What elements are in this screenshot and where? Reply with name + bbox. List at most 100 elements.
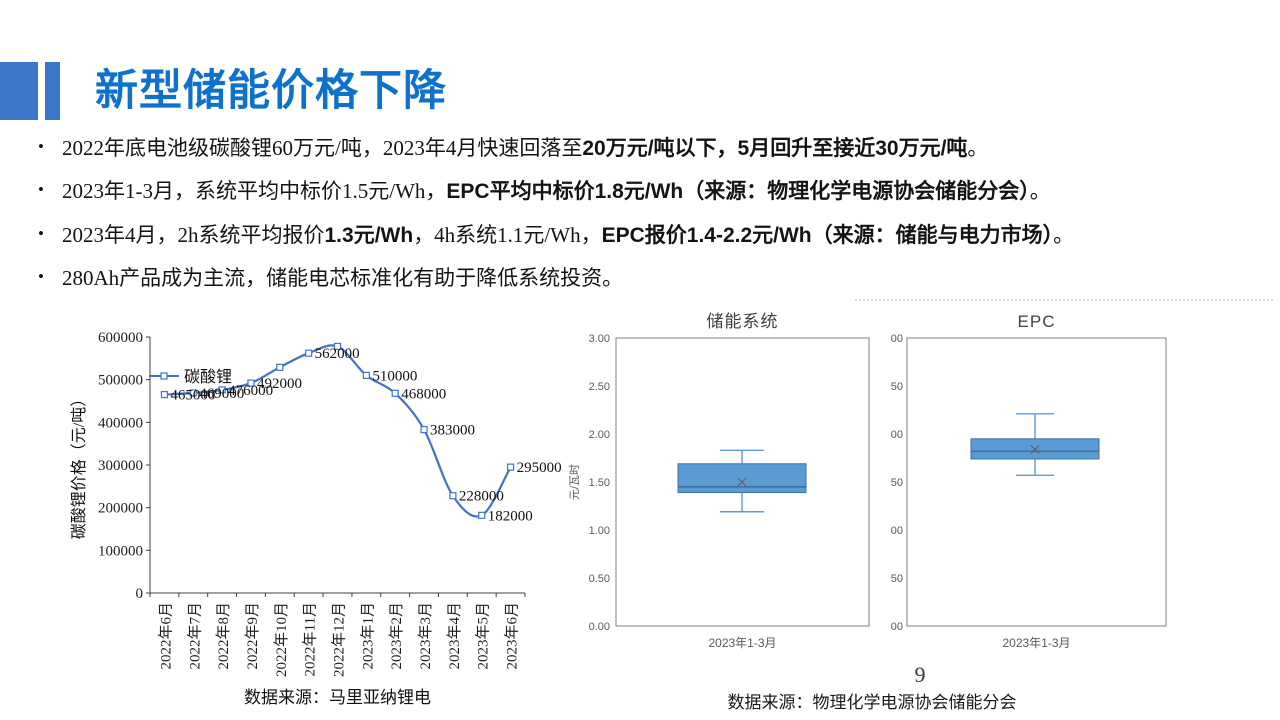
svg-text:2022年7月: 2022年7月 [186, 602, 203, 670]
bullet-item: 2022年底电池级碳酸锂60万元/吨，2023年4月快速回落至20万元/吨以下，… [30, 134, 1265, 163]
pasted-image-dotted-border [855, 299, 1273, 301]
svg-text:500000: 500000 [98, 373, 143, 389]
svg-text:400000: 400000 [98, 415, 143, 431]
svg-text:2022年6月: 2022年6月 [157, 602, 174, 670]
bullet-text-bold: 1.3元/Wh [324, 223, 414, 247]
svg-text:1.50: 1.50 [890, 477, 903, 489]
svg-text:2022年8月: 2022年8月 [215, 602, 232, 670]
svg-text:3.00: 3.00 [589, 333, 610, 345]
bullet-list: 2022年底电池级碳酸锂60万元/吨，2023年4月快速回落至20万元/吨以下，… [30, 134, 1265, 308]
svg-text:600000: 600000 [98, 330, 143, 346]
box-chart-title: EPC [1018, 312, 1056, 331]
svg-text:1.00: 1.00 [890, 525, 903, 537]
lithium-price-line-chart: 0 100000 200000 300000 400000 500000 600000 202… [60, 325, 575, 710]
data-point-marker [333, 342, 342, 350]
plot-frame [615, 337, 870, 627]
storage-box-canvas: 储能系统 0.00 0.50 1.00 1.50 2.00 2.50 3.00 元/瓦时 2023… [568, 312, 870, 650]
svg-text:0.50: 0.50 [589, 573, 610, 585]
svg-text:2023年5月: 2023年5月 [475, 602, 492, 670]
data-point-marker [305, 349, 313, 357]
bullet-text: ，4h系统1.1元/Wh， [413, 222, 602, 247]
box-whisker [677, 449, 807, 513]
svg-text:2022年9月: 2022年9月 [244, 602, 261, 670]
svg-text:0.00: 0.00 [589, 621, 610, 633]
box-chart-title: 储能系统 [707, 312, 779, 331]
svg-text:468000: 468000 [401, 386, 446, 402]
svg-text:2.00: 2.00 [890, 429, 903, 441]
svg-text:1.50: 1.50 [589, 477, 610, 489]
y-axis-labels: 0.00 0.50 1.00 1.50 2.00 2.50 3.00 [882, 333, 903, 633]
boxplot-source: 数据来源：物理化学电源协会储能分会 [727, 693, 1017, 712]
y-axis-labels: 0 100000 200000 300000 400000 500000 600000 [98, 330, 150, 602]
data-point-marker [506, 463, 515, 471]
svg-text:2022年11月: 2022年11月 [302, 602, 319, 676]
legend-marker [160, 372, 168, 380]
x-axis-labels: 2022年6月 2022年7月 2022年8月 2022年9月 2022年10月 2022… [149, 593, 526, 677]
epc-box-canvas: EPC 0.00 0.50 1.00 1.50 2.00 2.50 3.00 2023年1-3月 [882, 312, 1167, 650]
svg-text:200000: 200000 [98, 501, 143, 517]
data-point-marker [189, 389, 197, 397]
data-point-marker [478, 511, 486, 519]
x-category-label: 2023年1-3月 [1002, 636, 1070, 650]
svg-text:2023年4月: 2023年4月 [446, 602, 463, 670]
title-accent-bar [45, 62, 60, 120]
svg-text:1.00: 1.00 [589, 525, 610, 537]
bullet-text: 。 [1053, 222, 1075, 247]
bullet-text: 。 [967, 136, 989, 160]
data-point-marker [247, 379, 255, 387]
svg-text:476000: 476000 [228, 383, 273, 399]
plot-frame [906, 337, 1167, 627]
svg-text:2022年10月: 2022年10月 [273, 602, 290, 677]
data-point-marker [362, 371, 370, 380]
line-chart-source: 数据来源：马里亚纳锂电 [244, 688, 431, 707]
svg-text:182000: 182000 [488, 508, 533, 524]
svg-text:562000: 562000 [315, 346, 360, 362]
y-axis-title: 元/瓦时 [568, 464, 581, 500]
data-point-marker [420, 425, 428, 434]
x-category-label: 2023年1-3月 [708, 636, 776, 650]
bullet-text: 2022年底电池级碳酸锂60万元/吨，2023年4月快速回落至 [62, 136, 583, 160]
data-point-marker [391, 389, 399, 397]
svg-text:2.00: 2.00 [589, 429, 610, 441]
bullet-text: 280Ah产品成为主流，储能电芯标准化有助于降低系统投资。 [62, 266, 624, 291]
svg-text:383000: 383000 [430, 423, 475, 439]
bullet-text-bold: EPC平均中标价1.8元/Wh（来源：物理化学电源协会储能分会） [446, 180, 1030, 204]
line-chart-canvas: 0 100000 200000 300000 400000 500000 600000 202… [70, 330, 562, 677]
svg-text:0.00: 0.00 [890, 621, 903, 633]
svg-text:2023年6月: 2023年6月 [504, 602, 521, 670]
svg-text:510000: 510000 [372, 368, 417, 384]
svg-text:3.00: 3.00 [890, 333, 903, 345]
svg-text:300000: 300000 [98, 458, 143, 474]
page-title: 新型储能价格下降 [95, 67, 447, 115]
svg-text:2022年12月: 2022年12月 [331, 602, 348, 677]
bullet-text: 2023年4月，2h系统平均报价 [62, 222, 325, 247]
svg-text:碳酸锂: 碳酸锂 [184, 368, 232, 386]
svg-text:2.50: 2.50 [890, 381, 903, 393]
svg-text:228000: 228000 [459, 489, 504, 505]
y-axis-title: 碳酸锂价格（元/吨） [70, 391, 88, 539]
svg-text:492000: 492000 [257, 376, 302, 392]
bullet-item: 2023年4月，2h系统平均报价1.3元/Wh，4h系统1.1元/Wh，EPC报… [30, 221, 1265, 250]
box-whisker [970, 413, 1100, 476]
svg-text:0: 0 [136, 586, 144, 602]
data-point-marker [160, 390, 169, 399]
data-point-marker [218, 386, 226, 394]
svg-text:2023年1月: 2023年1月 [359, 602, 376, 670]
data-point-marker [449, 492, 457, 500]
title-accent-square [0, 62, 38, 120]
data-point-marker [276, 363, 284, 371]
series-line [160, 342, 515, 519]
bullet-item: 2023年1-3月，系统平均中标价1.5元/Wh，EPC平均中标价1.8元/Wh… [30, 177, 1265, 206]
legend: 碳酸锂 [149, 368, 232, 386]
storage-system-box-plot: 储能系统 0.00 0.50 1.00 1.50 2.00 2.50 3.00 元/瓦时 2023… [565, 303, 870, 663]
bullet-item: 280Ah产品成为主流，储能电芯标准化有助于降低系统投资。 [30, 264, 1265, 293]
svg-text:465000: 465000 [170, 388, 215, 404]
svg-text:295000: 295000 [517, 460, 562, 476]
svg-text:2.50: 2.50 [589, 381, 610, 393]
epc-box-plot: EPC 0.00 0.50 1.00 1.50 2.00 2.50 3.00 2023年1-3月 [882, 303, 1180, 663]
bullet-text-bold: EPC报价1.4-2.2元/Wh（来源：储能与电力市场） [601, 223, 1054, 247]
y-axis-labels: 0.00 0.50 1.00 1.50 2.00 2.50 3.00 [589, 333, 610, 633]
svg-text:2023年3月: 2023年3月 [417, 602, 434, 670]
